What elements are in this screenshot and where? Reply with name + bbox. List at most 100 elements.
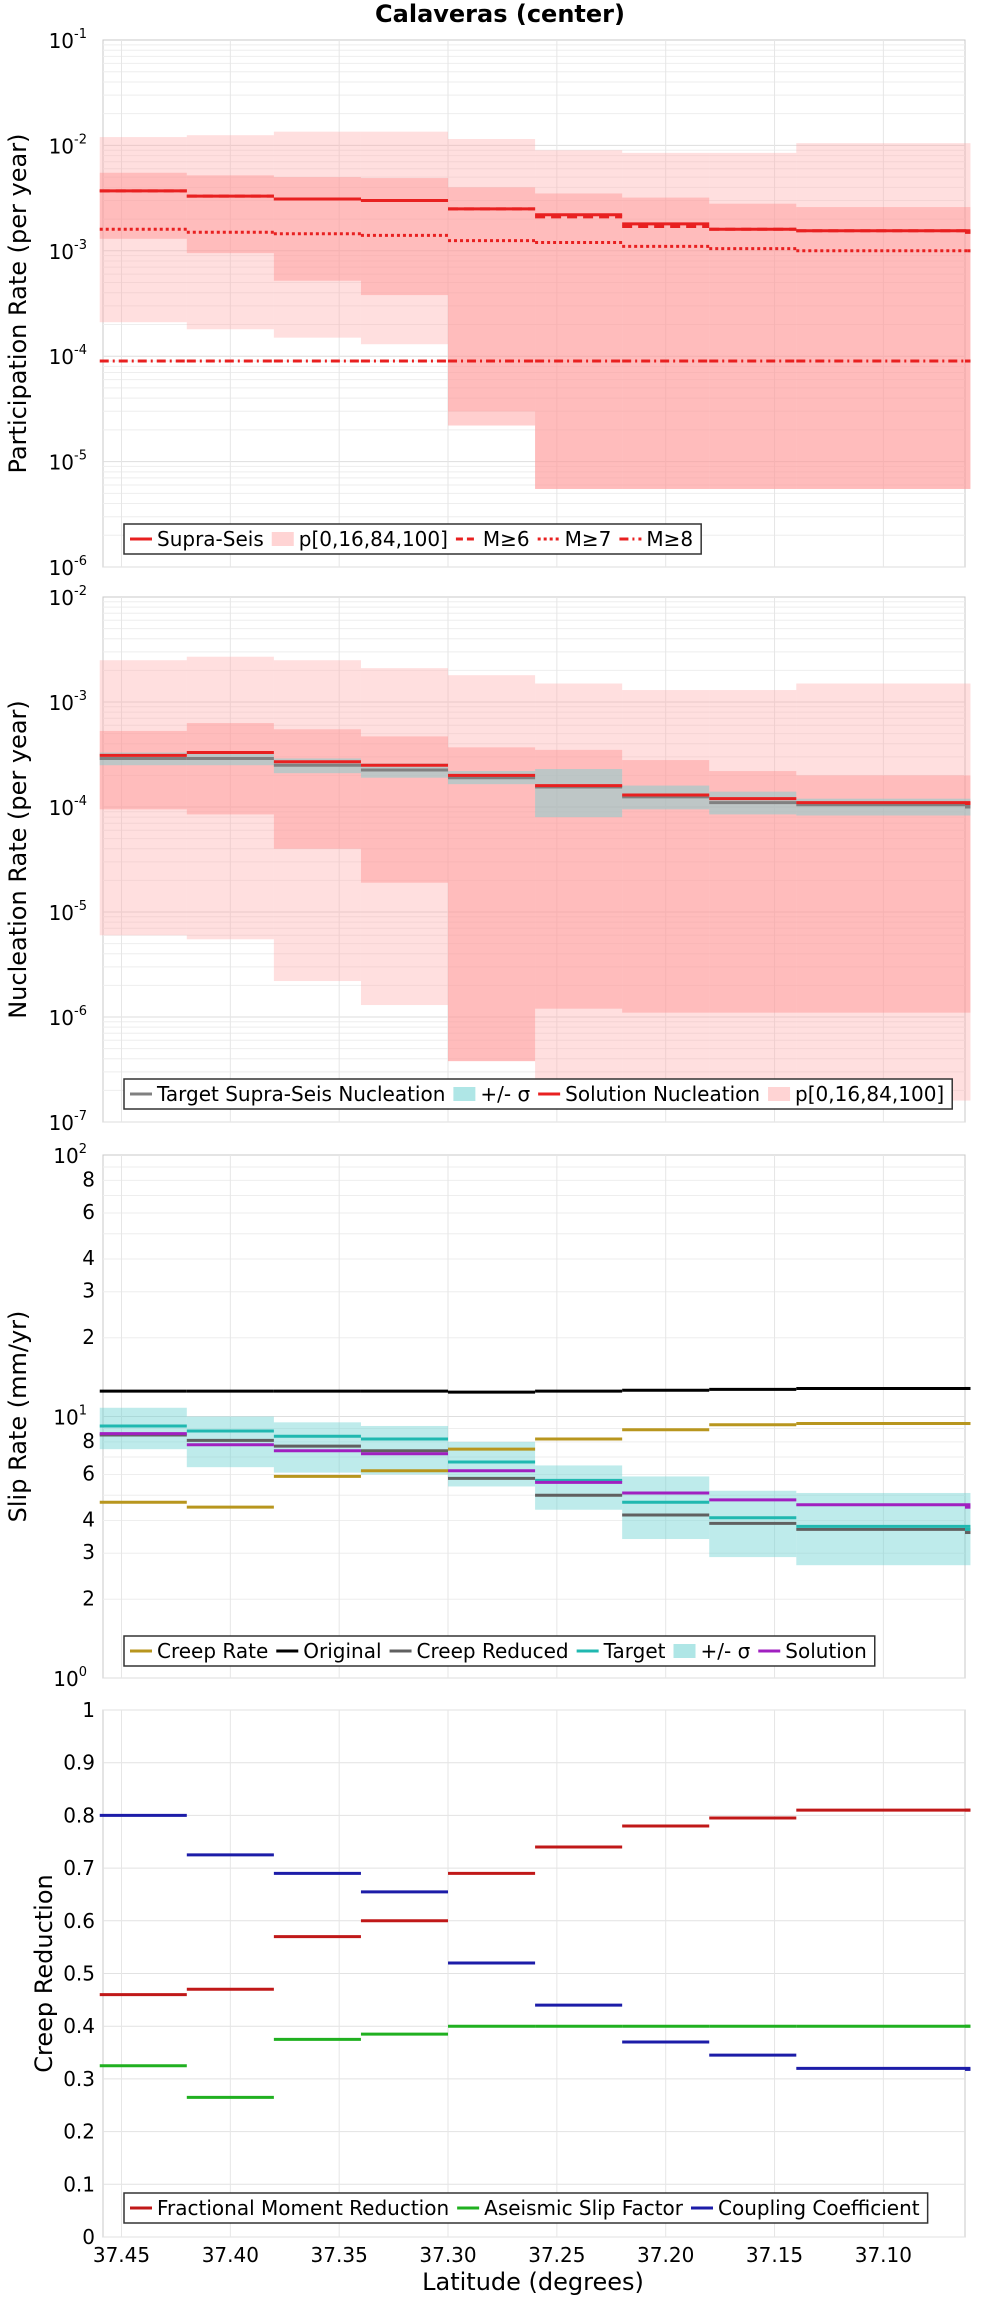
plot-area — [102, 39, 966, 568]
tick-base: 10 — [49, 691, 74, 715]
chart-title: Calaveras (center) — [375, 0, 625, 28]
y-minor-tick-label: 6 — [82, 1200, 95, 1224]
y-tick-label: 10-1 — [49, 27, 87, 53]
x-axis-ticks: 37.45 37.40 37.35 37.30 37.25 37.20 37.15 37.10 — [93, 2243, 912, 2267]
series-creep-reduced — [99, 1433, 971, 1535]
y-minor-tick-label: 6 — [82, 1462, 95, 1486]
legend-label: p[0,16,84,100] — [299, 527, 448, 551]
legend-box — [123, 523, 702, 555]
legend-box — [123, 1635, 876, 1667]
band-rect — [360, 736, 449, 883]
series-m-7 — [99, 227, 971, 253]
band-rect — [273, 177, 361, 281]
legend-item: Solution Nucleation — [538, 1082, 760, 1106]
x-tick-label: 37.45 — [93, 2243, 150, 2267]
grid — [103, 40, 965, 568]
x-tick-label: 37.20 — [637, 2243, 694, 2267]
y-tick-label: 0 — [82, 2225, 95, 2249]
band-rect — [796, 683, 971, 1101]
series-creep-rate — [99, 1422, 971, 1509]
legend-item: Target Supra-Seis Nucleation — [130, 1082, 445, 1106]
tick-base: 10 — [49, 29, 74, 53]
grid — [103, 597, 965, 1123]
series-fractional-moment-reduction — [99, 1808, 971, 1997]
band-rect — [360, 131, 449, 345]
legend-label: M≥8 — [646, 527, 693, 551]
band-rect — [622, 197, 710, 489]
tick-base: 10 — [49, 451, 74, 475]
legend-label: Target — [603, 1639, 666, 1663]
y-tick-label: 10-3 — [49, 689, 87, 715]
y-minor-tick-label: 4 — [82, 1246, 95, 1270]
legend-item: p[0,16,84,100] — [768, 1082, 944, 1106]
series-solution-nucleation — [99, 751, 971, 805]
grid — [103, 1155, 965, 1679]
legend: Creep Rate Original Creep Reduced Target +/-… — [123, 1635, 876, 1667]
band-rect — [360, 668, 449, 1006]
legend-item: +/- σ — [453, 1082, 530, 1106]
band-rect — [622, 690, 710, 1098]
legend-label: Creep Reduced — [417, 1639, 569, 1663]
y-ticks: 10-710-610-510-410-310-2 — [49, 584, 87, 1135]
legend-item: Coupling Coefficient — [691, 2196, 920, 2220]
legend-item: Original — [276, 1639, 382, 1663]
y-axis-label: Nucleation Rate (per year) — [4, 700, 32, 1019]
band-rect — [448, 187, 536, 426]
band-rect — [186, 656, 274, 940]
y-tick-label: 0.4 — [63, 2014, 95, 2038]
tick-base: 10 — [49, 1006, 74, 1030]
y-tick-label: 0.3 — [63, 2067, 95, 2091]
legend-item: Solution — [758, 1639, 867, 1663]
y-tick-label: 0.6 — [63, 1909, 95, 1933]
legend-item: Fractional Moment Reduction — [130, 2196, 449, 2220]
plot-area — [102, 596, 966, 1123]
y-axis-label: Participation Rate (per year) — [4, 134, 32, 474]
tick-base: 10 — [49, 556, 74, 580]
legend-swatch — [271, 532, 294, 546]
x-tick-label: 37.35 — [311, 2243, 368, 2267]
y-tick-label: 10-5 — [49, 899, 87, 925]
tick-base: 10 — [49, 345, 74, 369]
tick-exponent: 2 — [79, 1142, 87, 1157]
x-axis-label: Latitude (degrees) — [422, 2268, 644, 2296]
tick-exponent: -3 — [74, 238, 87, 253]
band-rect — [622, 760, 710, 1013]
x-tick-label: 37.15 — [746, 2243, 803, 2267]
legend-label: Target Supra-Seis Nucleation — [156, 1082, 445, 1106]
y-minor-tick-label: 3 — [82, 1540, 95, 1564]
band-rect — [273, 660, 361, 982]
y-tick-label: 0.1 — [63, 2172, 95, 2196]
band-p0-p100 — [99, 656, 971, 1101]
y-minor-tick-label: 8 — [82, 1429, 95, 1453]
legend-label: Solution — [785, 1639, 866, 1663]
legend-box — [123, 2192, 929, 2224]
tick-exponent: -6 — [74, 1004, 87, 1019]
legend-item: M≥6 — [455, 527, 530, 551]
band-rect — [535, 1465, 623, 1510]
x-tick-label: 37.25 — [528, 2243, 585, 2267]
y-tick-label: 10-4 — [49, 794, 87, 820]
band-rect — [709, 690, 797, 1098]
tick-exponent: -4 — [74, 343, 87, 358]
y-tick-label: 10-5 — [49, 449, 87, 475]
tick-base: 10 — [49, 796, 74, 820]
series-original — [99, 1386, 971, 1394]
series-m-6 — [99, 189, 971, 234]
y-tick-label: 10-7 — [49, 1109, 87, 1135]
y-tick-label: 0.2 — [63, 2120, 95, 2144]
legend-item: Creep Rate — [130, 1639, 268, 1663]
legend-label: +/- σ — [701, 1639, 751, 1663]
legend-item: Target — [576, 1639, 666, 1663]
legend-label: M≥7 — [565, 527, 612, 551]
tick-exponent: 1 — [79, 1404, 87, 1419]
legend-label: Solution Nucleation — [565, 1082, 760, 1106]
tick-exponent: -1 — [74, 27, 87, 42]
y-tick-label: 0.7 — [63, 1856, 95, 1880]
tick-exponent: -2 — [74, 132, 87, 147]
y-tick-label: 10-2 — [49, 584, 87, 610]
legend-label: Coupling Coefficient — [718, 2196, 920, 2220]
y-ticks: 0 0.1 0.2 0.3 0.4 0.5 0.6 0.7 0.8 0.9 1 — [63, 1698, 95, 2249]
